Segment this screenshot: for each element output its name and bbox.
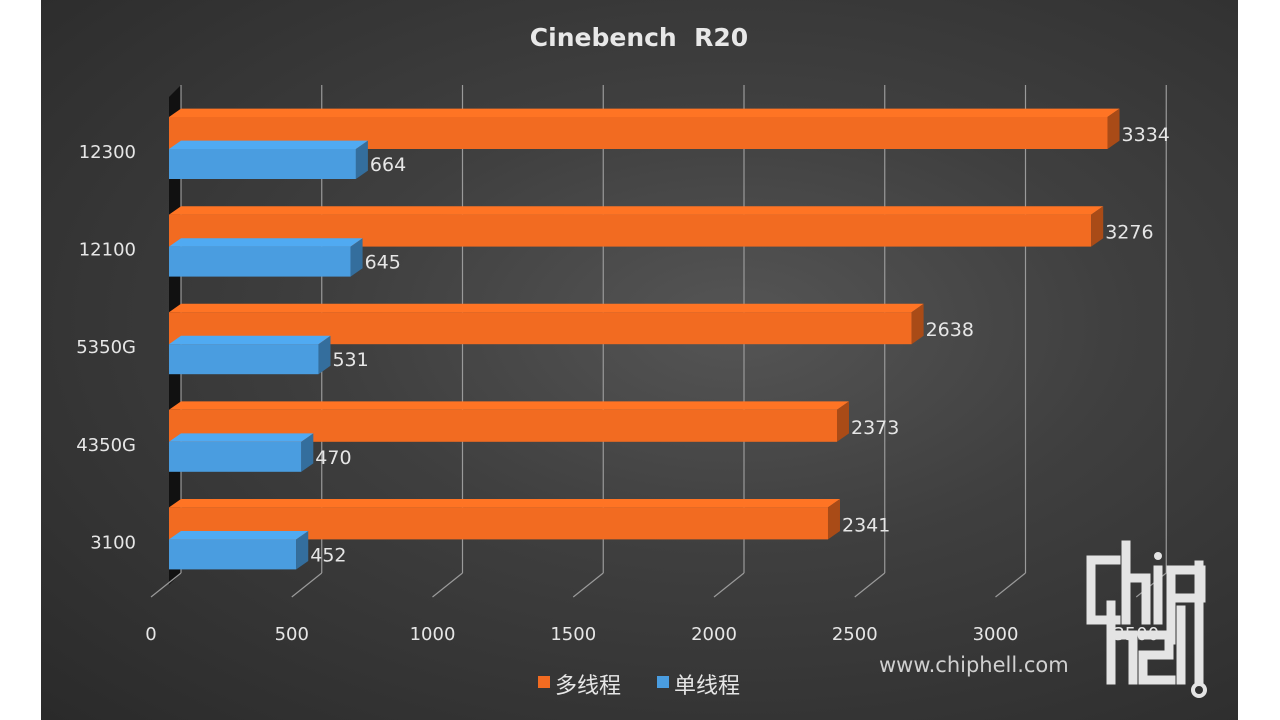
bar-singlethread-3100-side — [296, 531, 309, 570]
bar-multithread-12300-top — [169, 108, 1120, 117]
bar-singlethread-4350G-top — [169, 433, 314, 442]
legend-multithread-label: 多线程 — [555, 674, 621, 699]
legend: 多线程 单线程 — [538, 674, 740, 699]
data-label-multithread: 3276 — [1105, 222, 1153, 244]
watermark-logo — [1086, 540, 1207, 698]
bar-multithread-3100-side — [827, 499, 840, 540]
bar-multithread-12300-side — [1107, 108, 1120, 149]
data-label-singlethread: 452 — [310, 544, 346, 566]
legend-singlethread-label: 单线程 — [674, 674, 740, 699]
bar-singlethread-12300-top — [169, 140, 368, 149]
category-label: 4350G — [76, 435, 136, 456]
gridline-floor — [291, 572, 323, 598]
bar-singlethread-12300 — [169, 140, 368, 179]
gridline-floor — [713, 572, 745, 598]
watermark-logo-dot — [1154, 552, 1162, 560]
bar-singlethread-12100-front — [169, 246, 351, 277]
data-label-singlethread: 664 — [370, 154, 406, 176]
gridline-floor — [572, 572, 604, 598]
bar-multithread-12100-side — [1091, 206, 1104, 247]
bar-singlethread-5350G — [169, 335, 331, 375]
bar-multithread-12300 — [169, 108, 1120, 149]
watermark-logo-stroke — [1138, 630, 1176, 685]
bar-singlethread-12300-side — [355, 140, 368, 179]
bar-multithread-12100-top — [169, 206, 1104, 215]
category-label: 3100 — [90, 532, 136, 553]
bar-multithread-5350G-top — [169, 303, 924, 313]
bar-singlethread-12100 — [169, 238, 363, 277]
gridline-floor — [854, 572, 886, 598]
watermark-logo-stroke — [1106, 600, 1138, 685]
watermark: www.chiphell.com — [879, 540, 1207, 698]
bar-singlethread-3100 — [169, 531, 309, 570]
watermark-url: www.chiphell.com — [879, 653, 1069, 677]
bar-multithread-5350G-side — [911, 303, 924, 345]
legend-singlethread-swatch — [657, 676, 669, 688]
bar-multithread-3100-top — [169, 499, 840, 508]
bar-singlethread-3100-front — [169, 539, 297, 570]
x-tick-label: 500 — [275, 624, 309, 645]
bar-singlethread-5350G-top — [169, 335, 331, 345]
x-tick-label: 0 — [145, 624, 156, 645]
data-label-multithread: 2373 — [851, 417, 899, 439]
watermark-logo-stroke — [1121, 540, 1151, 625]
x-tick-label: 1000 — [410, 624, 456, 645]
x-tick-label: 2500 — [832, 624, 878, 645]
watermark-logo-ring — [1191, 682, 1207, 698]
watermark-logo-stroke — [1086, 555, 1121, 625]
bar-singlethread-12100-top — [169, 238, 363, 247]
gridline-floor — [150, 572, 182, 598]
legend-multithread-swatch — [538, 676, 550, 688]
gridline-floor — [995, 572, 1026, 598]
chart-frame: 0 500 1000 1500 2000 2500 3000 3500 3334 664 12300… — [41, 0, 1238, 720]
bar-singlethread-4350G-front — [169, 441, 302, 472]
bar-singlethread-5350G-front — [169, 344, 319, 375]
bar-singlethread-5350G-side — [318, 335, 331, 375]
bar-singlethread-12300-front — [169, 149, 356, 179]
bar-singlethread-3100-top — [169, 531, 309, 540]
x-tick-label: 2000 — [691, 624, 737, 645]
category-label: 12300 — [79, 142, 136, 163]
chart-title: Cinebench R20 — [530, 23, 748, 52]
data-label-multithread: 3334 — [1122, 124, 1170, 146]
bar-singlethread-4350G — [169, 433, 314, 472]
gridline-floor — [432, 572, 463, 598]
data-label-singlethread: 645 — [365, 252, 401, 274]
x-tick-label: 1500 — [550, 624, 596, 645]
bar-singlethread-4350G-side — [301, 433, 314, 472]
data-label-singlethread: 531 — [332, 349, 368, 371]
bar-multithread-4350G-side — [836, 401, 849, 442]
data-label-multithread: 2341 — [842, 514, 890, 536]
category-label: 12100 — [79, 240, 136, 261]
chart-svg: 0 500 1000 1500 2000 2500 3000 3500333466412300… — [76, 23, 1207, 699]
data-label-multithread: 2638 — [926, 319, 974, 341]
bars-group — [169, 108, 1120, 570]
category-label: 5350G — [76, 337, 136, 358]
bar-multithread-4350G-top — [169, 401, 849, 410]
x-tick-label: 3000 — [973, 624, 1019, 645]
bar-singlethread-12100-side — [350, 238, 363, 277]
bar-multithread-4350G — [169, 401, 849, 442]
data-label-singlethread: 470 — [315, 447, 351, 469]
